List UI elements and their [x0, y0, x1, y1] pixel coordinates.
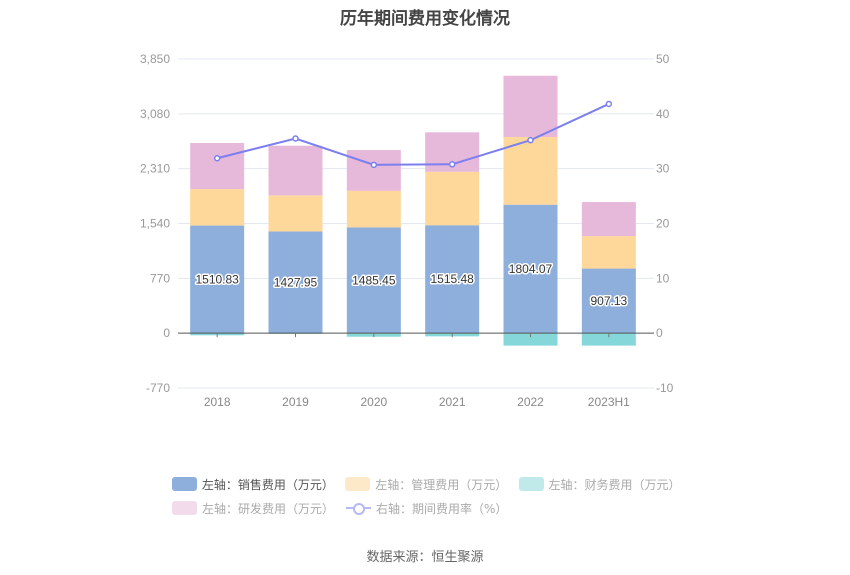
admin-bar — [190, 189, 245, 226]
sales-bar — [425, 225, 480, 334]
legend-label-sales: 左轴：销售费用（万元） — [201, 477, 334, 492]
finance-bar — [503, 333, 558, 346]
right-tick-label: 40 — [656, 107, 670, 121]
rnd-bar — [503, 75, 558, 138]
admin-bar — [425, 171, 480, 226]
admin-bar — [503, 137, 558, 205]
rate-point — [448, 161, 456, 168]
x-tick-label: 2020 — [360, 395, 387, 409]
left-tick-label: 0 — [163, 326, 170, 340]
left-tick-label: 2,310 — [140, 162, 170, 176]
rnd-bar — [268, 145, 323, 196]
right-tick-label: 0 — [656, 326, 663, 340]
sales-data-label: 1427.95 — [274, 275, 318, 289]
rate-point — [370, 161, 378, 169]
admin-bar — [581, 236, 636, 269]
x-tick-label: 2023H1 — [588, 395, 630, 409]
left-tick-label: 770 — [150, 271, 170, 285]
left-axis-ticks: 3,850 3,080 2,310 1,540 770 0 -770 — [140, 52, 170, 395]
rate-point — [292, 135, 299, 142]
legend-label-rate: 右轴：期间费用率（%） — [376, 501, 508, 516]
rate-line-path — [216, 103, 610, 166]
right-tick-label: -10 — [656, 381, 674, 395]
grid-lines — [178, 58, 648, 389]
finance-bar — [581, 333, 636, 346]
left-tick-label: 1,540 — [140, 217, 170, 231]
legend-label-admin: 左轴：管理费用（万元） — [375, 477, 508, 492]
legend-label-rnd: 左轴：研发费用（万元） — [202, 501, 335, 516]
x-tick-label: 2018 — [204, 395, 231, 409]
x-axis: 2018 2019 2020 2021 2022 2023H1 — [178, 332, 654, 409]
left-tick-label: 3,850 — [140, 52, 170, 66]
rnd-bar — [190, 143, 245, 190]
legend-item-rate[interactable]: 右轴：期间费用率（%） — [346, 500, 507, 517]
data-labels: 1510.83 1427.95 1485.45 1515.48 1804.07 907.1… — [194, 260, 629, 309]
legend-swatch-finance — [518, 477, 544, 491]
x-tick-label: 2019 — [282, 395, 309, 409]
rate-point — [605, 100, 613, 108]
right-tick-label: 50 — [656, 52, 670, 66]
chart-plot: 3,850 3,080 2,310 1,540 770 0 -770 50 40 30 20 10 0… — [140, 52, 674, 409]
sales-bar — [581, 268, 636, 334]
legend-swatch-sales — [172, 477, 197, 491]
legend-item-sales[interactable]: 左轴：销售费用（万元） — [172, 476, 334, 493]
legend-line-circle-icon — [346, 501, 372, 515]
x-tick-label: 2021 — [439, 395, 466, 409]
sales-data-label: 1804.07 — [509, 262, 553, 276]
x-tick-label: 2022 — [517, 395, 544, 409]
bars — [190, 75, 636, 346]
sales-data-label: 1515.48 — [430, 272, 474, 286]
admin-bar — [268, 195, 323, 232]
legend: 左轴：销售费用（万元） 左轴：管理费用（万元） 左轴：财务费用（万元） 左轴：研… — [172, 472, 692, 520]
sales-bar — [190, 225, 245, 334]
legend-swatch-rnd — [172, 501, 197, 515]
admin-bar — [346, 190, 401, 228]
legend-swatch-admin — [345, 477, 371, 491]
sales-data-label: 1510.83 — [195, 272, 239, 286]
rnd-bar — [346, 150, 401, 191]
chart-title: 历年期间费用变化情况 — [340, 9, 510, 29]
right-tick-label: 10 — [656, 271, 670, 285]
rate-line — [213, 100, 613, 169]
left-tick-label: -770 — [146, 381, 170, 395]
rate-point — [213, 154, 221, 162]
right-axis-ticks: 50 40 30 20 10 0 -10 — [648, 52, 674, 395]
sales-bar — [346, 227, 401, 334]
data-source: 数据来源：恒生聚源 — [366, 550, 484, 565]
rate-point — [527, 136, 534, 144]
rnd-bar — [581, 202, 636, 237]
left-tick-label: 3,080 — [140, 107, 170, 121]
right-tick-label: 30 — [656, 162, 670, 176]
sales-bar — [503, 204, 558, 334]
sales-data-label: 907.13 — [590, 294, 627, 308]
sales-bar — [268, 231, 323, 334]
legend-label-finance: 左轴：财务费用（万元） — [548, 477, 681, 492]
right-tick-label: 20 — [656, 217, 670, 231]
legend-item-finance[interactable]: 左轴：财务费用（万元） — [518, 476, 681, 493]
legend-item-admin[interactable]: 左轴：管理费用（万元） — [345, 476, 508, 493]
legend-item-rnd[interactable]: 左轴：研发费用（万元） — [172, 500, 334, 517]
sales-data-label: 1485.45 — [352, 273, 396, 287]
